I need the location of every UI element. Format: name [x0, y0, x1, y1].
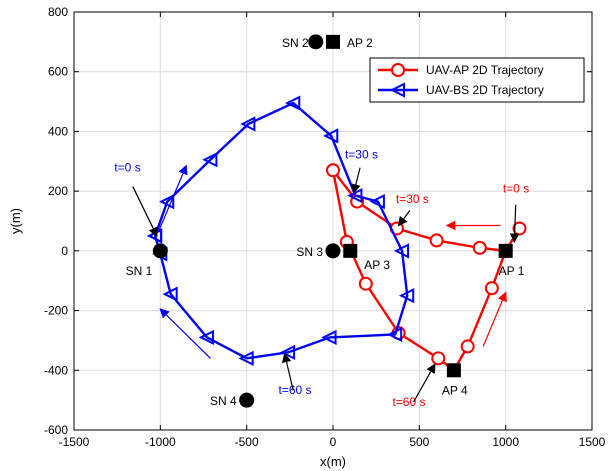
series-2-point	[240, 116, 256, 132]
direction-arrow	[159, 308, 211, 359]
x-tick-label: 1000	[492, 435, 519, 449]
series-2-point	[399, 288, 415, 304]
y-tick-label: 200	[48, 184, 68, 198]
legend: UAV-AP 2D Trajectory UAV-BS 2D Trajectory	[369, 57, 585, 103]
time-annotation-arrow	[397, 210, 411, 227]
series-2-point	[285, 95, 301, 111]
x-tick-label: -500	[235, 435, 259, 449]
sensor-node-label: SN 1	[126, 264, 153, 278]
series-2-line	[154, 101, 409, 360]
access-point-marker	[326, 34, 340, 49]
series-2-point	[321, 329, 337, 346]
time-annotation-arrow	[281, 352, 294, 391]
y-tick-label: 600	[48, 65, 68, 79]
series-2-point	[369, 193, 385, 210]
series-2-point	[162, 286, 178, 302]
time-annotation-label: t=30 s	[396, 192, 429, 206]
series-2-point	[238, 350, 254, 366]
time-annotation-label: t=0 s	[114, 161, 140, 175]
x-tick-label: 1500	[579, 435, 606, 449]
y-tick-label: -600	[44, 423, 68, 437]
x-tick-label: -1000	[145, 435, 176, 449]
x-tick-label: 500	[409, 435, 429, 449]
time-annotation-arrow	[132, 186, 158, 238]
y-tick-label: -400	[44, 363, 68, 377]
series-1-point	[484, 281, 499, 296]
x-axis-label: x(m)	[320, 454, 346, 469]
time-annotation-label: t=60 s	[392, 395, 425, 409]
sensor-node-label: SN 2	[282, 36, 309, 50]
series-2-point	[386, 326, 403, 343]
x-tick-label: -1500	[59, 435, 90, 449]
y-tick-label: 0	[61, 244, 68, 258]
series-2-point	[202, 152, 218, 168]
direction-arrow	[158, 164, 188, 232]
access-point-marker	[446, 363, 461, 378]
time-annotation-label: t=0 s	[503, 182, 529, 196]
series-1-point	[431, 351, 446, 366]
sensor-node-label: SN 3	[296, 245, 323, 259]
sensor-node-marker	[152, 243, 168, 259]
series-1-point	[460, 339, 475, 354]
y-axis-label: y(m)	[8, 208, 23, 234]
y-tick-label: -200	[44, 304, 68, 318]
legend-label: UAV-BS 2D Trajectory	[426, 83, 544, 97]
series-1-point	[429, 233, 444, 248]
x-tick-label: 0	[330, 435, 337, 449]
time-annotation-arrow	[509, 204, 520, 244]
location-markers: SN 1 SN 2 SN 3 SN 4 AP 1 AP 2 AP 3 AP 4	[126, 34, 525, 408]
direction-arrow	[482, 291, 507, 347]
series-1-point	[512, 221, 527, 236]
sensor-node-marker	[325, 243, 341, 259]
sensor-node-label: SN 4	[210, 394, 237, 408]
series-1-line	[331, 169, 521, 372]
y-tick-label: 400	[48, 124, 68, 138]
legend-box	[369, 57, 585, 103]
legend-marker	[391, 63, 405, 77]
access-point-marker	[343, 243, 358, 258]
series-2-point	[393, 243, 410, 259]
annotations: t=0 s t=30 s t=60 s t=0 s t=30 s t=60 s	[114, 147, 529, 409]
series-1-point	[358, 276, 373, 291]
legend-label: UAV-AP 2D Trajectory	[426, 63, 544, 77]
series-2-point	[198, 329, 214, 346]
time-annotation-arrow	[413, 363, 436, 403]
time-annotation-arrow	[351, 167, 361, 194]
sensor-node-marker	[239, 392, 255, 408]
legend-marker	[389, 82, 405, 98]
series-1-point	[326, 163, 340, 178]
sensor-node-marker	[308, 34, 324, 50]
y-tick-label: 800	[48, 5, 68, 19]
access-point-label: AP 1	[499, 264, 525, 278]
series-1-point	[472, 240, 487, 255]
series-2-point	[159, 193, 175, 210]
access-point-label: AP 3	[364, 258, 390, 272]
time-annotation-label: t=30 s	[345, 147, 378, 161]
access-point-label: AP 4	[442, 383, 468, 397]
axis-ticks: -1500 -1000 -500 0 500 1000 1500 -600 -400 -200 0 2…	[44, 5, 606, 449]
series-2-point	[323, 128, 339, 144]
access-point-marker	[498, 243, 513, 258]
time-annotation-label: t=60 s	[278, 383, 311, 397]
access-point-label: AP 2	[347, 36, 373, 50]
